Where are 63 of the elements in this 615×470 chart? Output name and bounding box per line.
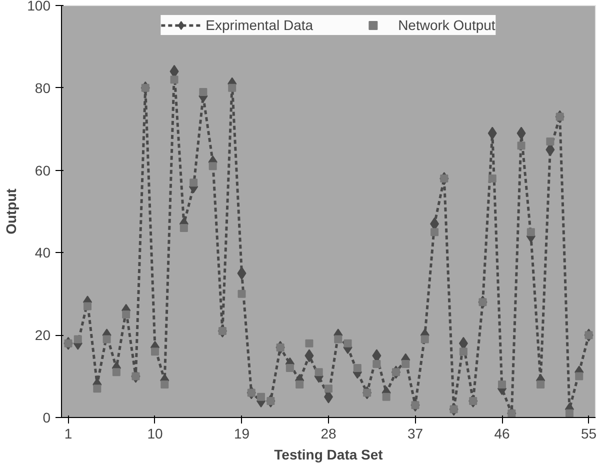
point: [498, 380, 506, 389]
x-tick-label: 55: [580, 426, 597, 442]
point: [565, 409, 574, 418]
y-axis-title: Output: [3, 188, 20, 234]
x-tick-label: 1: [64, 426, 72, 442]
point: [324, 384, 332, 393]
point: [199, 88, 208, 96]
point: [517, 142, 526, 150]
legend-label: Network Output: [398, 17, 496, 33]
point: [170, 64, 179, 78]
x-tick-label: 46: [494, 426, 510, 442]
y-tick-label: 0: [42, 410, 51, 426]
point: [372, 360, 381, 368]
point: [238, 290, 246, 298]
point: [74, 335, 82, 344]
point: [546, 137, 554, 146]
x-tick-label: 19: [234, 426, 250, 442]
point: [353, 364, 362, 372]
point: [526, 228, 535, 236]
point: [459, 348, 468, 356]
y-tick-label: 20: [34, 327, 51, 344]
point: [334, 335, 342, 344]
point: [458, 336, 468, 350]
point: [430, 217, 440, 230]
point: [488, 174, 496, 183]
legend-label: Exprimental Data: [206, 17, 314, 33]
point: [508, 409, 516, 418]
point: [170, 76, 178, 84]
point: [575, 372, 584, 380]
point: [237, 266, 246, 280]
point: [488, 126, 497, 140]
point: [536, 380, 545, 389]
point: [151, 348, 159, 356]
point: [160, 380, 169, 389]
y-tick-label: 60: [34, 162, 51, 178]
point: [314, 368, 323, 376]
point: [122, 310, 130, 318]
point: [402, 360, 410, 368]
y-tick-label: 100: [27, 0, 51, 14]
point: [84, 302, 92, 310]
x-tick-label: 10: [147, 426, 163, 442]
point: [344, 339, 352, 348]
point: [305, 339, 314, 348]
point: [228, 84, 236, 92]
y-tick-label: 40: [34, 244, 51, 261]
point: [382, 392, 390, 401]
point: [286, 364, 294, 372]
point: [257, 392, 266, 401]
point: [420, 335, 429, 344]
point: [516, 126, 526, 140]
point: [102, 335, 111, 344]
point: [93, 384, 102, 393]
point: [296, 380, 304, 389]
x-tick-label: 28: [320, 426, 336, 442]
point: [208, 162, 217, 170]
y-tick-label: 80: [34, 80, 51, 96]
point: [180, 224, 188, 232]
point: [112, 368, 120, 376]
point: [304, 349, 314, 362]
point: [190, 178, 198, 187]
x-tick-label: 37: [407, 426, 424, 442]
x-axis-title: Testing Data Set: [274, 446, 384, 462]
point: [430, 228, 439, 236]
